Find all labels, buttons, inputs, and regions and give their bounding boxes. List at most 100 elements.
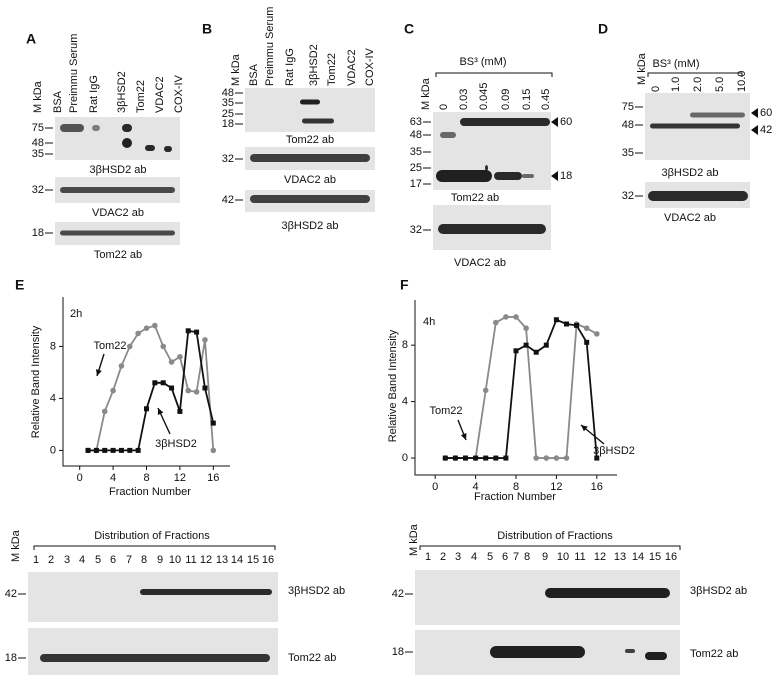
series-label: Tom22 xyxy=(93,340,126,352)
lane-label: 0.45 xyxy=(540,89,552,110)
point xyxy=(594,455,600,461)
point xyxy=(493,455,499,461)
fraction-label: 14 xyxy=(632,551,644,563)
bracket xyxy=(419,545,681,550)
point xyxy=(168,359,175,365)
point xyxy=(177,354,183,360)
point xyxy=(135,447,141,453)
blot xyxy=(28,628,278,675)
series-label: Tom22 xyxy=(429,405,462,417)
axes xyxy=(414,300,617,476)
mw-marker: 32 xyxy=(622,190,634,202)
lane-label: 1.0 xyxy=(670,77,682,92)
point xyxy=(523,325,529,332)
point xyxy=(118,447,124,453)
x-tick-label: 12 xyxy=(550,481,562,493)
mw-marker: 42 xyxy=(222,194,234,206)
point xyxy=(513,348,519,354)
mw-marker: 18 xyxy=(392,646,404,658)
point xyxy=(194,329,200,335)
lane-label: 10.0 xyxy=(736,71,748,92)
fraction-label: 3 xyxy=(64,554,70,566)
lane-label: 0.03 xyxy=(458,89,470,110)
series-line xyxy=(445,316,598,459)
band xyxy=(460,118,550,126)
point xyxy=(185,387,192,394)
antibody-label: Tom22 ab xyxy=(288,652,336,664)
antibody-label: 3βHSD2 ab xyxy=(281,220,338,232)
arrow-label: 60 xyxy=(560,116,572,128)
lane-label: COX-IV xyxy=(173,74,185,113)
band xyxy=(300,99,320,105)
band xyxy=(250,195,370,203)
mw-marker: 18 xyxy=(32,227,44,239)
lane-label: Rat IgG xyxy=(284,48,296,86)
fraction-label: 16 xyxy=(665,551,677,563)
y-tick-label: 8 xyxy=(50,340,56,352)
x-axis-title: Fraction Number xyxy=(109,486,191,498)
band xyxy=(92,125,100,131)
point xyxy=(202,385,208,391)
lane-label: VDAC2 xyxy=(154,76,166,113)
band xyxy=(438,224,546,234)
x-tick-label: 0 xyxy=(432,481,438,493)
point xyxy=(110,387,116,394)
point xyxy=(584,339,590,345)
band xyxy=(494,172,522,180)
lane-label: Preimmu Serum xyxy=(264,7,276,86)
lane-label: Rat IgG xyxy=(88,75,100,113)
mw-header: M kDa xyxy=(636,52,648,85)
mw-marker: 25 xyxy=(222,108,234,120)
point xyxy=(493,319,499,326)
y-axis-title: Relative Band Intensity xyxy=(387,329,399,442)
band xyxy=(690,112,745,118)
point xyxy=(102,447,108,453)
axes xyxy=(62,297,230,467)
fraction-label: 15 xyxy=(649,551,661,563)
point xyxy=(143,325,150,332)
band xyxy=(625,649,635,653)
point xyxy=(169,385,175,391)
lane-label: Tom22 xyxy=(135,80,147,113)
point xyxy=(152,322,158,329)
band xyxy=(490,646,585,658)
arrowhead xyxy=(751,125,758,135)
series-label: 3βHSD2 xyxy=(593,445,635,457)
antibody-label: 3βHSD2 ab xyxy=(288,585,345,597)
lane-label: VDAC2 xyxy=(346,49,358,86)
panel-letter: C xyxy=(404,21,414,37)
panel-letter: A xyxy=(26,31,36,47)
fraction-label: 9 xyxy=(157,554,163,566)
mw-header: M kDa xyxy=(408,523,420,556)
fraction-label: 11 xyxy=(574,551,585,563)
point xyxy=(185,328,191,334)
band xyxy=(140,589,272,595)
band xyxy=(648,191,748,201)
band xyxy=(40,654,270,662)
series-line xyxy=(88,329,215,452)
antibody-label: Tom22 ab xyxy=(690,648,738,660)
mw-marker: 32 xyxy=(410,224,422,236)
band xyxy=(122,124,132,132)
lane-label: 2.0 xyxy=(692,77,704,92)
fraction-label: 2 xyxy=(48,554,54,566)
point xyxy=(127,343,133,350)
mw-marker: 35 xyxy=(222,97,234,109)
lane-label: Preimmu Serum xyxy=(68,34,80,113)
mw-marker: 63 xyxy=(410,116,422,128)
mw-marker: 17 xyxy=(410,178,422,190)
lane-label: COX-IV xyxy=(364,47,376,86)
band xyxy=(436,170,492,182)
fraction-heading: Distribution of Fractions xyxy=(497,530,613,542)
antibody-label: Tom22 ab xyxy=(94,249,142,261)
x-tick-label: 4 xyxy=(110,472,116,484)
point xyxy=(442,455,448,461)
fraction-label: 12 xyxy=(200,554,212,566)
fraction-label: 14 xyxy=(231,554,243,566)
mw-marker: 35 xyxy=(622,147,634,159)
antibody-label: Tom22 ab xyxy=(451,192,499,204)
point xyxy=(513,314,519,320)
mw-marker: 35 xyxy=(32,148,44,160)
panel-letter: F xyxy=(400,277,409,293)
arrowhead xyxy=(551,171,558,181)
